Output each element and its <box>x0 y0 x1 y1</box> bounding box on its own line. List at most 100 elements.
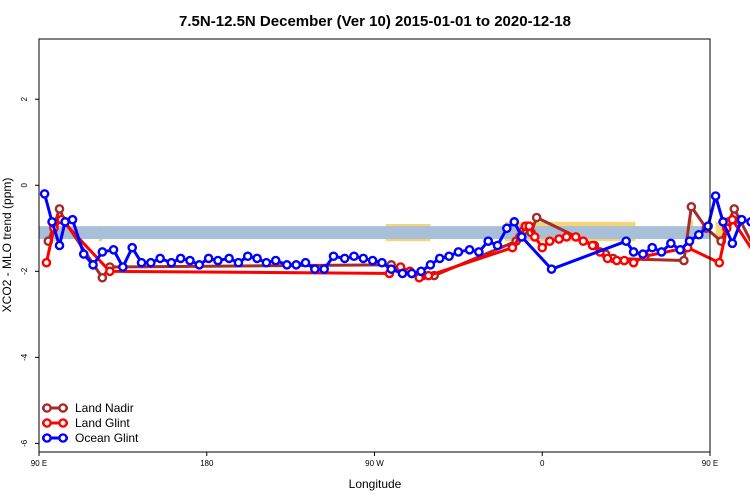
legend-item-ocean-glint: Ocean Glint <box>42 431 139 445</box>
ocean-glint-point-30 <box>319 264 329 274</box>
ocean-glint-point-43 <box>444 251 454 262</box>
ocean-glint-point-10 <box>127 242 137 253</box>
ocean-glint-point-36 <box>377 257 387 268</box>
ocean-glint-point-52 <box>546 264 557 274</box>
ocean-glint-point-25 <box>270 255 281 266</box>
land-glint-point-9 <box>507 242 518 253</box>
ocean-glint-point-67 <box>746 217 750 227</box>
land-glint-point-17 <box>561 232 572 242</box>
y-axis-label: XCO2 - MLO trend (ppm) <box>0 178 14 313</box>
ocean-glint-point-41 <box>425 260 436 270</box>
ocean-glint-point-6 <box>88 260 98 270</box>
ocean-glint-point-17 <box>194 260 205 270</box>
y-tick-label-1: 0 <box>20 182 29 187</box>
ocean-glint-point-53 <box>621 236 631 246</box>
land-glint-point-22 <box>602 253 613 264</box>
legend-marker-left-land-nadir <box>42 403 52 413</box>
chart-title: 7.5N-12.5N December (Ver 10) 2015-01-01 … <box>179 13 571 30</box>
ocean-glint-point-29 <box>310 264 320 274</box>
y-tick-label-2: -2 <box>20 267 29 275</box>
ocean-glint-point-55 <box>638 249 648 259</box>
ocean-glint-point-14 <box>166 257 177 268</box>
ocean-glint-point-42 <box>434 253 445 264</box>
ocean-glint-point-15 <box>175 253 186 264</box>
ocean-glint-point-50 <box>509 217 520 227</box>
land-nadir-point-14 <box>531 212 542 223</box>
land-nadir-point-19 <box>686 201 697 212</box>
legend-label-land-nadir: Land Nadir <box>75 401 134 415</box>
land-glint-point-25 <box>628 257 639 268</box>
legend-marker-right-land-glint <box>58 418 68 428</box>
ocean-glint-point-12 <box>146 257 156 268</box>
legend-label-land-glint: Land Glint <box>75 416 130 430</box>
legend-marker-left-land-glint <box>42 418 52 428</box>
ocean-glint-point-51 <box>516 232 527 242</box>
ocean-glint-point-9 <box>118 262 128 272</box>
land-glint-point-0 <box>41 257 52 268</box>
ocean-glint-point-19 <box>213 255 223 266</box>
ocean-glint-point-57 <box>656 247 667 257</box>
land-patch-5 <box>715 221 724 242</box>
ocean-glint-point-0 <box>39 189 50 199</box>
land-nadir-point-18 <box>679 255 689 266</box>
ocean-glint-point-33 <box>349 251 359 262</box>
ocean-glint-point-7 <box>97 247 108 257</box>
legend-label-ocean-glint: Ocean Glint <box>75 431 139 445</box>
ocean-glint-point-20 <box>224 253 234 264</box>
ocean-glint-point-5 <box>78 249 89 259</box>
ocean-glint-point-58 <box>666 238 676 249</box>
legend-marker-left-ocean-glint <box>42 433 52 443</box>
ocean-glint-point-38 <box>397 268 408 279</box>
ocean-glint-point-48 <box>492 240 503 251</box>
land-nadir-point-2 <box>54 204 65 214</box>
ocean-glint-point-26 <box>282 260 292 270</box>
ocean-glint-point-59 <box>675 245 685 255</box>
ocean-glint-point-37 <box>386 264 397 274</box>
ocean-glint-point-22 <box>242 251 253 262</box>
ocean-glint-point-23 <box>252 253 262 264</box>
ocean-glint-point-64 <box>718 217 728 227</box>
land-glint-point-18 <box>571 232 581 242</box>
ocean-glint-point-62 <box>703 221 713 231</box>
x-tick-label-1: 180 <box>200 459 214 468</box>
y-tick-label-3: -4 <box>20 353 29 361</box>
ocean-glint-point-34 <box>358 253 369 264</box>
ocean-glint-point-45 <box>464 245 475 255</box>
ocean-glint-point-66 <box>736 214 747 225</box>
land-glint-point-23 <box>612 255 622 266</box>
land-glint-point-24 <box>619 255 630 266</box>
ocean-glint-point-16 <box>185 255 195 266</box>
land-glint-point-13 <box>529 232 540 242</box>
land-glint-point-3 <box>105 266 115 277</box>
ocean-glint-point-8 <box>108 245 119 255</box>
legend-item-land-glint: Land Glint <box>42 416 130 430</box>
land-glint-point-28 <box>714 257 725 268</box>
land-glint-point-8 <box>423 270 434 281</box>
ocean-glint-point-54 <box>628 247 639 257</box>
band-layer <box>39 226 710 240</box>
x-tick-label-0: 90 E <box>31 459 47 468</box>
ocean-glint-point-63 <box>710 191 721 201</box>
ocean-glint-point-1 <box>47 217 57 227</box>
land-glint-point-14 <box>537 242 548 253</box>
ocean-glint-point-11 <box>136 257 147 268</box>
ocean-glint-point-40 <box>416 266 426 277</box>
x-axis-label: Longitude <box>349 477 402 491</box>
ocean-glint-point-27 <box>291 260 302 270</box>
x-tick-label-2: 90 W <box>365 459 384 468</box>
legend-item-land-nadir: Land Nadir <box>42 401 134 415</box>
y-tick-label-0: 2 <box>20 96 29 101</box>
series-layer <box>39 189 750 283</box>
x-tick-label-4: 90 E <box>702 459 718 468</box>
ocean-glint-point-2 <box>54 240 65 251</box>
land-glint-point-19 <box>578 236 589 246</box>
ocean-glint-point-65 <box>727 238 738 249</box>
ocean-glint-point-47 <box>483 236 493 246</box>
land-nadir-point-4 <box>97 272 108 283</box>
series-land-glint <box>41 214 750 283</box>
ocean-glint-point-60 <box>684 236 695 246</box>
y-axis: 2 0 -2 -4 -6 <box>20 96 39 447</box>
